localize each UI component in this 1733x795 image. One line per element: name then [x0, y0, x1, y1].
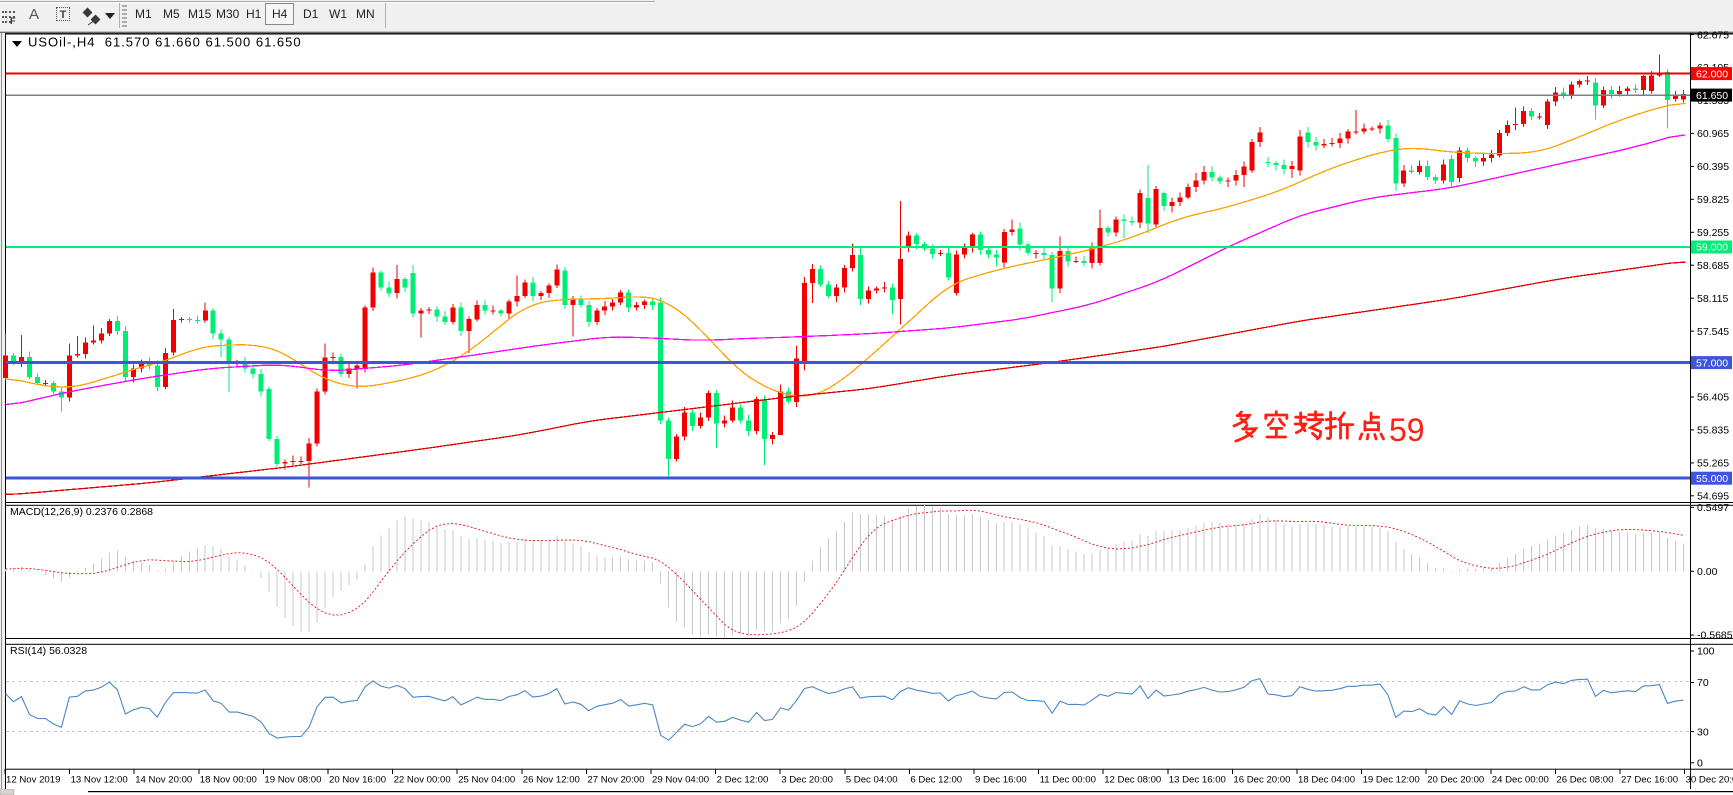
- svg-text:58.115: 58.115: [1697, 293, 1728, 305]
- svg-text:55.265: 55.265: [1697, 458, 1729, 470]
- svg-text:59.000: 59.000: [1696, 242, 1728, 254]
- svg-text:60.965: 60.965: [1697, 128, 1729, 140]
- svg-text:26 Nov 12:00: 26 Nov 12:00: [523, 775, 580, 786]
- svg-text:2 Dec 12:00: 2 Dec 12:00: [717, 775, 769, 786]
- svg-text:59.825: 59.825: [1697, 194, 1729, 206]
- svg-text:70: 70: [1697, 677, 1709, 689]
- svg-text:16 Dec 20:00: 16 Dec 20:00: [1233, 775, 1290, 786]
- svg-text:RSI(14) 56.0328: RSI(14) 56.0328: [10, 645, 87, 657]
- svg-text:13 Dec 16:00: 13 Dec 16:00: [1169, 775, 1226, 786]
- svg-text:57.545: 57.545: [1697, 326, 1729, 338]
- svg-text:20 Dec 20:00: 20 Dec 20:00: [1427, 775, 1484, 786]
- svg-text:3 Dec 20:00: 3 Dec 20:00: [781, 775, 833, 786]
- svg-text:18 Nov 00:00: 18 Nov 00:00: [200, 775, 257, 786]
- svg-text:62.000: 62.000: [1696, 68, 1728, 80]
- svg-text:11 Dec 00:00: 11 Dec 00:00: [1040, 775, 1096, 786]
- svg-text:0.5497: 0.5497: [1697, 502, 1729, 514]
- svg-text:5 Dec 04:00: 5 Dec 04:00: [846, 775, 898, 786]
- svg-text:55.000: 55.000: [1696, 473, 1728, 485]
- svg-text:20 Nov 16:00: 20 Nov 16:00: [329, 775, 386, 786]
- svg-text:56.405: 56.405: [1697, 392, 1729, 404]
- svg-text:57.000: 57.000: [1696, 357, 1728, 369]
- svg-text:19 Dec 12:00: 19 Dec 12:00: [1363, 775, 1420, 786]
- svg-text:62.675: 62.675: [1697, 29, 1729, 41]
- svg-text:25 Nov 04:00: 25 Nov 04:00: [458, 775, 515, 786]
- svg-text:27 Nov 20:00: 27 Nov 20:00: [587, 775, 644, 786]
- svg-text:9 Dec 16:00: 9 Dec 16:00: [975, 775, 1027, 786]
- svg-text:MACD(12,26,9) 0.2376 0.2868: MACD(12,26,9) 0.2376 0.2868: [10, 506, 153, 518]
- svg-text:59: 59: [1389, 412, 1425, 448]
- svg-text:61.650: 61.650: [1696, 90, 1728, 102]
- svg-text:26 Dec 08:00: 26 Dec 08:00: [1556, 775, 1613, 786]
- svg-text:18 Dec 04:00: 18 Dec 04:00: [1298, 775, 1355, 786]
- svg-text:60.395: 60.395: [1697, 161, 1729, 173]
- svg-text:6 Dec 12:00: 6 Dec 12:00: [910, 775, 962, 786]
- svg-text:19 Nov 08:00: 19 Nov 08:00: [264, 775, 321, 786]
- svg-text:0.00: 0.00: [1697, 566, 1718, 578]
- svg-text:100: 100: [1697, 646, 1715, 658]
- svg-text:0: 0: [1697, 758, 1703, 770]
- svg-text:22 Nov 00:00: 22 Nov 00:00: [394, 775, 451, 786]
- svg-text:30 Dec 20:00: 30 Dec 20:00: [1686, 775, 1733, 786]
- svg-text:58.685: 58.685: [1697, 260, 1729, 272]
- svg-text:27 Dec 16:00: 27 Dec 16:00: [1621, 775, 1678, 786]
- svg-text:13 Nov 12:00: 13 Nov 12:00: [71, 775, 128, 786]
- svg-text:54.695: 54.695: [1697, 491, 1729, 503]
- svg-text:30: 30: [1697, 726, 1709, 738]
- svg-text:55.835: 55.835: [1697, 425, 1729, 437]
- svg-text:12 Nov 2019: 12 Nov 2019: [6, 775, 60, 786]
- svg-text:24 Dec 00:00: 24 Dec 00:00: [1492, 775, 1549, 786]
- svg-text:USOil-,H4 61.570 61.660 61.50: USOil-,H4 61.570 61.660 61.500 61.650: [28, 35, 302, 50]
- svg-text:59.255: 59.255: [1697, 227, 1729, 239]
- svg-text:-0.5685: -0.5685: [1697, 630, 1733, 642]
- svg-text:12 Dec 08:00: 12 Dec 08:00: [1104, 775, 1161, 786]
- svg-text:29 Nov 04:00: 29 Nov 04:00: [652, 775, 709, 786]
- svg-text:14 Nov 20:00: 14 Nov 20:00: [135, 775, 192, 786]
